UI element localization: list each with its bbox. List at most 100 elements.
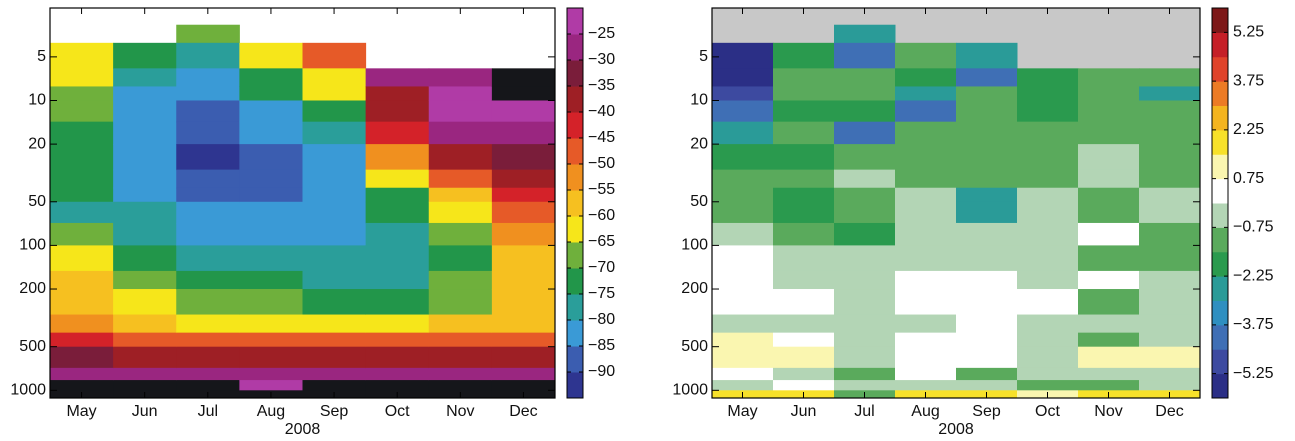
heatmap-cell bbox=[365, 187, 430, 203]
colorbar-segment bbox=[567, 372, 583, 399]
heatmap-cell bbox=[834, 187, 896, 203]
heatmap-cell bbox=[365, 380, 430, 391]
heatmap-cell bbox=[50, 121, 114, 145]
heatmap-cell bbox=[113, 100, 177, 123]
heatmap-cell bbox=[773, 86, 835, 101]
colorbar-segment bbox=[1212, 81, 1228, 106]
heatmap-cell bbox=[302, 86, 367, 101]
heatmap-cell bbox=[428, 121, 493, 145]
heatmap-cell bbox=[712, 367, 774, 381]
x-tick-label: May bbox=[727, 403, 757, 420]
y-tick-label: 10 bbox=[28, 92, 46, 109]
heatmap-cell bbox=[239, 270, 303, 290]
heatmap-cell bbox=[1078, 270, 1140, 290]
heatmap-cell bbox=[712, 222, 774, 246]
colorbar-tick-label: 3.75 bbox=[1233, 72, 1264, 89]
heatmap-cell bbox=[428, 346, 493, 369]
x-tick-label: Jun bbox=[791, 403, 817, 420]
heatmap-cell bbox=[239, 169, 303, 189]
heatmap-cell bbox=[773, 187, 835, 203]
heatmap-cell bbox=[176, 169, 240, 189]
heatmap-cell bbox=[1078, 68, 1140, 87]
colorbar-tick-label: −60 bbox=[588, 207, 615, 224]
colorbar-tick-label: −40 bbox=[588, 103, 615, 120]
heatmap-cell bbox=[491, 289, 556, 316]
y-tick-label: 20 bbox=[28, 135, 46, 152]
plot-frame bbox=[711, 7, 1201, 399]
heatmap-cell bbox=[239, 346, 303, 369]
heatmap-cell bbox=[113, 42, 177, 69]
heatmap-cell bbox=[302, 68, 367, 87]
colorbar-segment bbox=[1212, 276, 1228, 301]
heatmap-cell bbox=[302, 367, 367, 381]
colorbar-segment bbox=[567, 346, 583, 373]
y-tick-label: 100 bbox=[681, 237, 708, 254]
heatmap-cell bbox=[1139, 144, 1201, 171]
heatmap-cell bbox=[239, 367, 303, 381]
heatmap-cell bbox=[773, 245, 835, 272]
heatmap-cell bbox=[491, 270, 556, 290]
heatmap-cell bbox=[50, 245, 114, 272]
heatmap-cell bbox=[365, 270, 430, 290]
heatmap-cell bbox=[1017, 68, 1079, 87]
colorbar-tick-label: −0.75 bbox=[1233, 219, 1274, 236]
heatmap-cell bbox=[895, 222, 957, 246]
heatmap-cell bbox=[113, 144, 177, 171]
heatmap-cell bbox=[712, 270, 774, 290]
heatmap-cell bbox=[176, 100, 240, 123]
heatmap-cell bbox=[239, 68, 303, 87]
heatmap-cell bbox=[428, 222, 493, 246]
heatmap-cell bbox=[113, 245, 177, 272]
y-tick-label: 1000 bbox=[10, 382, 46, 399]
heatmap-cell bbox=[1078, 367, 1140, 381]
heatmap-cell bbox=[428, 380, 493, 391]
heatmap-cell bbox=[113, 187, 177, 203]
heatmap-cell bbox=[895, 121, 957, 145]
heatmap-cell bbox=[50, 86, 114, 101]
heatmap-cell bbox=[50, 270, 114, 290]
heatmap-cell bbox=[491, 245, 556, 272]
colorbar-segment bbox=[567, 190, 583, 217]
heatmap-cell bbox=[239, 222, 303, 246]
heatmap-cell bbox=[712, 68, 774, 87]
heatmap-cell bbox=[50, 201, 114, 224]
y-tick-label: 20 bbox=[690, 135, 708, 152]
heatmap-cell bbox=[1139, 245, 1201, 272]
heatmap-cell bbox=[1078, 86, 1140, 101]
heatmap-cell bbox=[834, 144, 896, 171]
heatmap-cell bbox=[895, 380, 957, 391]
heatmap-cell bbox=[1017, 100, 1079, 123]
colorbar-tick-label: −65 bbox=[588, 233, 615, 250]
heatmap-cell bbox=[239, 380, 303, 391]
heatmap-cell bbox=[176, 86, 240, 101]
heatmap-cell bbox=[491, 332, 556, 348]
colorbar-tick-label: −85 bbox=[588, 337, 615, 354]
heatmap-cell bbox=[773, 201, 835, 224]
colorbar-tick-label: 2.25 bbox=[1233, 121, 1264, 138]
heatmap-cell bbox=[834, 24, 896, 44]
colorbar-segment bbox=[1212, 105, 1228, 131]
heatmap-cell bbox=[712, 314, 774, 334]
heatmap-cell bbox=[773, 222, 835, 246]
colorbar-tick-label: −3.75 bbox=[1233, 316, 1274, 333]
heatmap-cell bbox=[1017, 367, 1079, 381]
heatmap-cell bbox=[176, 201, 240, 224]
colorbar-tick-label: −30 bbox=[588, 51, 615, 68]
plot-frame bbox=[49, 7, 556, 399]
x-tick-label: Jul bbox=[854, 403, 874, 420]
colorbar-segment bbox=[1212, 227, 1228, 253]
heatmap-cell bbox=[712, 201, 774, 224]
heatmap-cell bbox=[176, 314, 240, 334]
y-tick-label: 200 bbox=[681, 280, 708, 297]
colorbar-segment bbox=[1212, 178, 1228, 204]
heatmap-cell bbox=[712, 121, 774, 145]
heatmap-cell bbox=[176, 380, 240, 391]
heatmap-cell bbox=[956, 201, 1018, 224]
heatmap-cell bbox=[956, 314, 1018, 334]
colorbar-segment bbox=[567, 60, 583, 87]
heatmap-cell bbox=[239, 201, 303, 224]
heatmap-cell bbox=[176, 367, 240, 381]
heatmap-cell bbox=[773, 270, 835, 290]
heatmap-cell bbox=[1017, 222, 1079, 246]
heatmap-cell bbox=[239, 121, 303, 145]
